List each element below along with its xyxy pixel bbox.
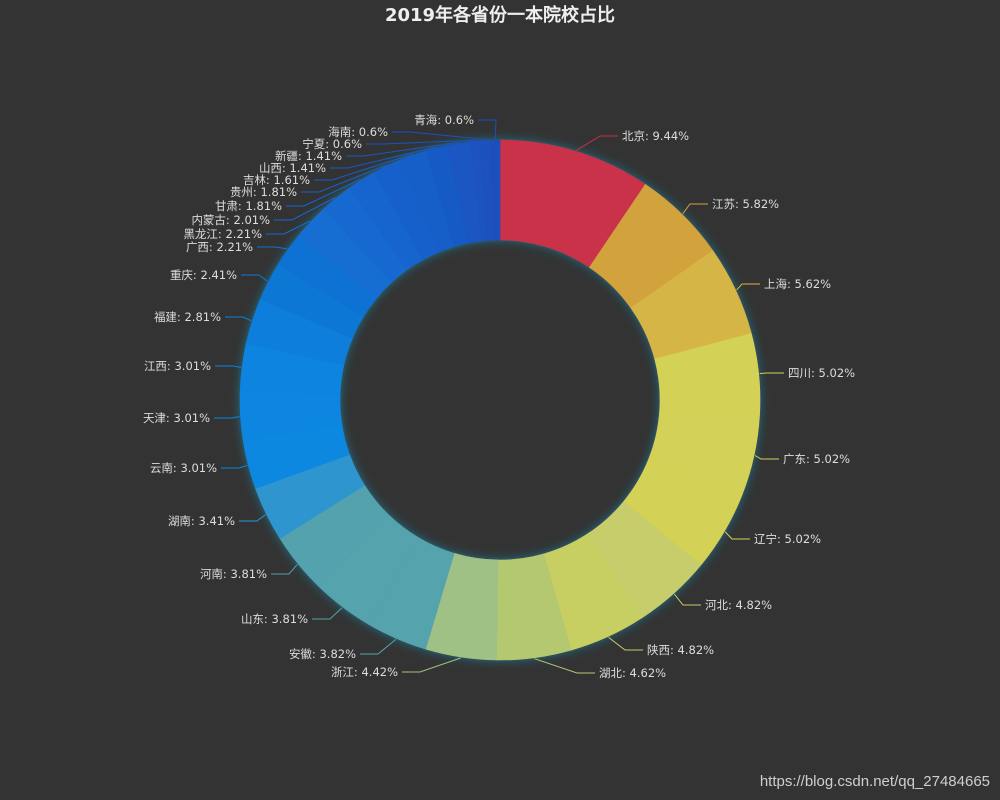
slice-label: 辽宁: 5.02% bbox=[754, 532, 821, 546]
leader-line bbox=[257, 246, 288, 250]
leader-line bbox=[534, 658, 595, 674]
slice-label: 天津: 3.01% bbox=[143, 411, 210, 425]
leader-line bbox=[241, 274, 268, 282]
leader-line bbox=[312, 607, 343, 620]
slice-label: 河南: 3.81% bbox=[200, 567, 267, 581]
leader-line bbox=[274, 196, 336, 221]
label-leader-lines bbox=[214, 119, 784, 674]
leader-line bbox=[736, 283, 760, 291]
leader-line bbox=[330, 146, 437, 169]
leader-line bbox=[301, 164, 388, 193]
slice-label: 重庆: 2.41% bbox=[170, 268, 237, 282]
leader-line bbox=[402, 657, 461, 673]
slice-label: 山西: 1.41% bbox=[259, 161, 326, 175]
leader-line bbox=[286, 178, 362, 207]
slice-labels: 北京: 9.44% 江苏: 5.82% 上海: 5.62% 四川: 5.02% 广东: … bbox=[143, 113, 855, 680]
leader-line bbox=[392, 131, 486, 140]
donut-slices bbox=[239, 139, 761, 661]
donut-slice[interactable] bbox=[489, 139, 501, 241]
leader-line bbox=[360, 638, 397, 655]
slice-label: 吉林: 1.61% bbox=[243, 173, 310, 187]
slice-label: 广西: 2.21% bbox=[186, 240, 253, 254]
slice-label: 青海: 0.6% bbox=[414, 113, 474, 127]
slice-label: 新疆: 1.41% bbox=[275, 149, 342, 163]
leader-line bbox=[266, 220, 311, 235]
leader-line bbox=[754, 455, 779, 460]
slice-label: 海南: 0.6% bbox=[328, 125, 388, 139]
slice-label: 宁夏: 0.6% bbox=[302, 137, 362, 151]
watermark: https://blog.csdn.net/qq_27484665 bbox=[759, 773, 990, 790]
slice-label: 四川: 5.02% bbox=[788, 366, 855, 380]
leader-line bbox=[682, 203, 708, 215]
leader-line bbox=[239, 514, 266, 522]
slice-label: 山东: 3.81% bbox=[241, 612, 308, 626]
slice-label: 江苏: 5.82% bbox=[712, 197, 779, 211]
leader-line bbox=[215, 365, 242, 368]
slice-label: 安徽: 3.82% bbox=[289, 647, 356, 661]
leader-line bbox=[674, 593, 701, 606]
slice-label: 云南: 3.01% bbox=[150, 461, 217, 475]
leader-line bbox=[214, 416, 240, 419]
leader-line bbox=[759, 372, 784, 375]
leader-line bbox=[366, 139, 476, 145]
leader-line bbox=[225, 316, 252, 322]
slice-label: 浙江: 4.42% bbox=[331, 665, 398, 679]
slice-label: 福建: 2.81% bbox=[154, 310, 221, 324]
leader-line bbox=[271, 564, 298, 575]
slice-label: 江西: 3.01% bbox=[144, 359, 211, 373]
slice-label: 黑龙江: 2.21% bbox=[183, 227, 262, 241]
slice-label: 贵州: 1.81% bbox=[230, 185, 297, 199]
slice-label: 陕西: 4.82% bbox=[647, 643, 714, 657]
slice-label: 内蒙古: 2.01% bbox=[191, 213, 270, 227]
leader-line bbox=[221, 464, 248, 469]
slice-label: 上海: 5.62% bbox=[764, 277, 831, 291]
slice-label: 河北: 4.82% bbox=[705, 598, 772, 612]
slice-label: 甘肃: 1.81% bbox=[215, 199, 282, 213]
slice-label: 北京: 9.44% bbox=[622, 129, 689, 143]
leader-line bbox=[346, 141, 460, 157]
slice-label: 广东: 5.02% bbox=[783, 452, 850, 466]
leader-line bbox=[314, 153, 413, 181]
slice-label: 湖北: 4.62% bbox=[599, 666, 666, 680]
leader-line bbox=[608, 636, 643, 651]
leader-line bbox=[724, 531, 750, 540]
chart-title: 2019年各省份一本院校占比 bbox=[384, 5, 616, 26]
slice-label: 湖南: 3.41% bbox=[168, 514, 235, 528]
leader-line bbox=[576, 135, 618, 151]
leader-line bbox=[478, 119, 497, 140]
